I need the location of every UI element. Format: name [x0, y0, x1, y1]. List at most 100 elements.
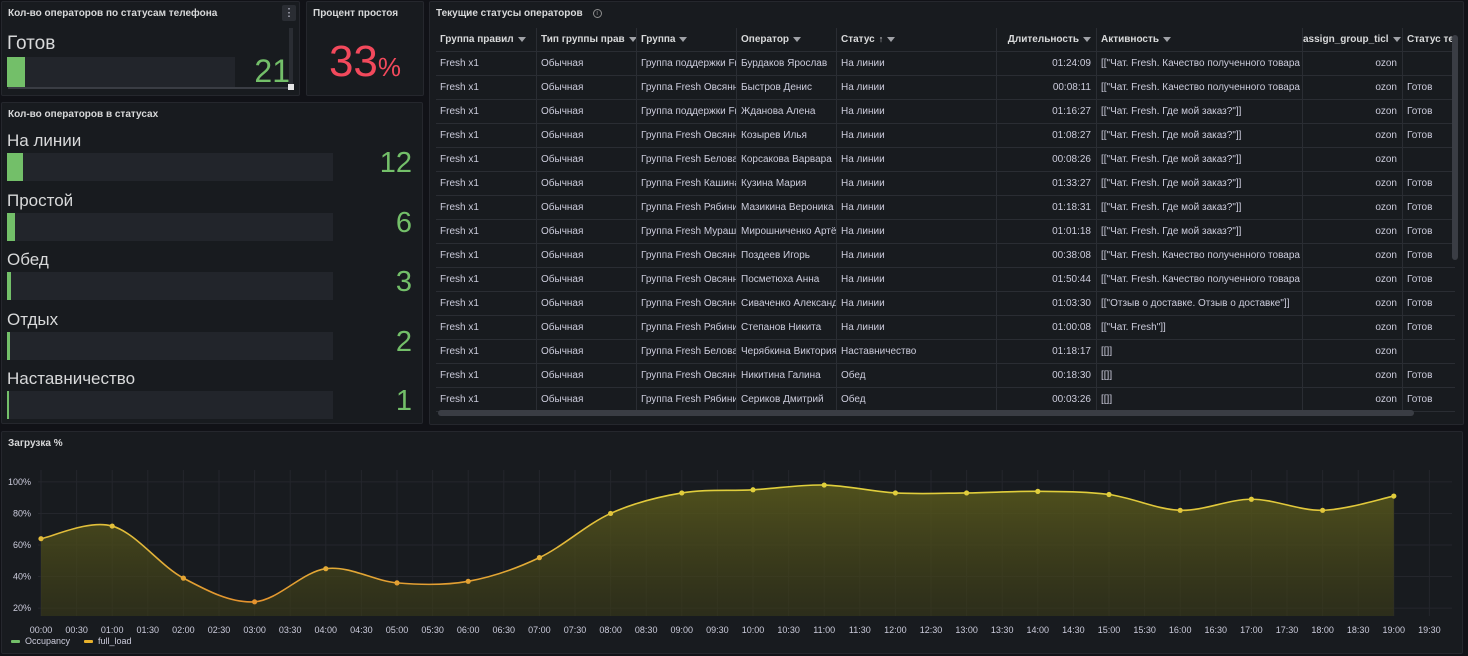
table-cell: Группа Fresh Кашина — [636, 172, 736, 196]
table-row[interactable]: Fresh x1 Обычная Группа Fresh Кашина Кузина… — [436, 172, 1455, 196]
full-load-point — [1320, 507, 1326, 513]
x-tick-label: 10:00 — [742, 625, 765, 635]
filter-icon[interactable] — [1163, 36, 1172, 42]
table-cell: Обычная — [536, 388, 636, 412]
chart-legend: Occupancy full_load — [11, 636, 146, 646]
status-bar — [7, 272, 333, 300]
column-header[interactable]: Группа правил — [436, 28, 536, 52]
table-cell: Обычная — [536, 244, 636, 268]
x-tick-label: 08:00 — [599, 625, 622, 635]
full-load-point — [180, 575, 186, 581]
legend-item[interactable]: Occupancy — [11, 636, 70, 646]
table-cell: Группа поддержки Fresh — [636, 100, 736, 124]
table-cell: 00:08:11 — [996, 76, 1096, 100]
table-cell: ozon — [1302, 364, 1402, 388]
full-load-point — [252, 599, 258, 605]
x-tick-label: 13:30 — [991, 625, 1014, 635]
full-load-point — [964, 490, 970, 496]
table-cell: 01:01:18 — [996, 220, 1096, 244]
table-cell: Черябкина Виктория — [736, 340, 836, 364]
y-tick-label: 40% — [13, 572, 31, 582]
x-tick-label: 12:30 — [920, 625, 943, 635]
filter-icon[interactable] — [628, 36, 636, 42]
table-cell: Группа Fresh Овсянникова — [636, 124, 736, 148]
table-row[interactable]: Fresh x1 Обычная Группа Fresh Белова Черябк… — [436, 340, 1455, 364]
column-header[interactable]: Длительность — [996, 28, 1096, 52]
filter-icon[interactable] — [1392, 36, 1401, 42]
load-chart-panel: Загрузка % 20% 40% 60% 80% 100% 00:00 00:30 01:… — [1, 431, 1463, 654]
y-tick-label: 100% — [8, 477, 31, 487]
scrollbar-handle[interactable] — [288, 84, 294, 90]
table-row[interactable]: Fresh x1 Обычная Группа Fresh Белова Корсак… — [436, 148, 1455, 172]
status-value: 12 — [379, 147, 412, 179]
table-cell: Сериков Дмитрий — [736, 388, 836, 412]
column-header[interactable]: Тип группы прав — [536, 28, 636, 52]
full-load-point — [608, 510, 614, 517]
column-header[interactable]: Оператор — [736, 28, 836, 52]
table-cell: ozon — [1302, 316, 1402, 340]
x-tick-label: 01:30 — [137, 625, 160, 635]
status-bar-fill — [7, 153, 24, 181]
table-cell: Быстров Денис — [736, 76, 836, 100]
table-cell: Поздеев Игорь — [736, 244, 836, 268]
table-cell: 01:18:17 — [996, 340, 1096, 364]
table-cell: ozon — [1302, 52, 1402, 76]
table-cell: На линии — [836, 220, 996, 244]
full-load-point — [1106, 491, 1112, 498]
filter-icon[interactable] — [1083, 36, 1091, 42]
table-horizontal-scrollbar[interactable] — [438, 410, 1414, 416]
table-vertical-scrollbar[interactable] — [1452, 35, 1458, 260]
column-header[interactable]: Группа — [636, 28, 736, 52]
vertical-scrollbar[interactable] — [289, 28, 293, 88]
column-header[interactable]: Статус ↑ — [836, 28, 996, 52]
filter-icon[interactable] — [793, 36, 802, 42]
info-icon[interactable]: i — [592, 8, 602, 18]
table-cell: 01:08:27 — [996, 124, 1096, 148]
table-cell: Группа Fresh Овсянникова — [636, 244, 736, 268]
table-cell: Обед — [836, 364, 996, 388]
full-load-point — [821, 482, 827, 488]
table-cell: Обычная — [536, 196, 636, 220]
table-cell: 00:03:26 — [996, 388, 1096, 412]
full-load-point — [536, 555, 543, 561]
table-cell: Обычная — [536, 52, 636, 76]
idle-percent-unit: % — [377, 52, 402, 82]
table-cell: ozon — [1302, 100, 1402, 124]
filter-icon[interactable] — [679, 36, 688, 42]
status-bar — [7, 331, 333, 360]
filter-icon[interactable] — [887, 36, 896, 42]
filter-icon[interactable] — [517, 36, 526, 42]
table-cell: Fresh x1 — [440, 274, 479, 285]
panel-title: Процент простоя — [313, 8, 399, 19]
status-bar-fill — [7, 272, 11, 300]
table-cell: На линии — [836, 52, 996, 76]
x-tick-label: 16:00 — [1169, 625, 1192, 635]
sort-arrow-icon[interactable]: ↑ — [878, 34, 884, 44]
table-cell: [["Чат. Fresh. Качество полученного това… — [1096, 52, 1302, 76]
status-label: Обед — [7, 250, 49, 269]
x-tick-label: 15:00 — [1098, 625, 1121, 635]
x-tick-label: 15:30 — [1133, 625, 1156, 635]
more-vertical-icon[interactable]: ⋮ — [282, 5, 296, 21]
table-cell: На линии — [836, 268, 996, 292]
column-header[interactable]: Активность — [1096, 28, 1302, 52]
table-cell: 00:38:08 — [996, 244, 1096, 268]
column-header[interactable]: Статус теле — [1402, 28, 1455, 52]
column-header[interactable]: assign_group_ticl — [1302, 28, 1402, 52]
table-cell: Обычная — [536, 268, 636, 292]
legend-item[interactable]: full_load — [84, 636, 132, 646]
table-cell: [["Чат. Fresh. Где мой заказ?"]] — [1096, 124, 1302, 148]
phone-status-label: Готов — [7, 33, 56, 54]
